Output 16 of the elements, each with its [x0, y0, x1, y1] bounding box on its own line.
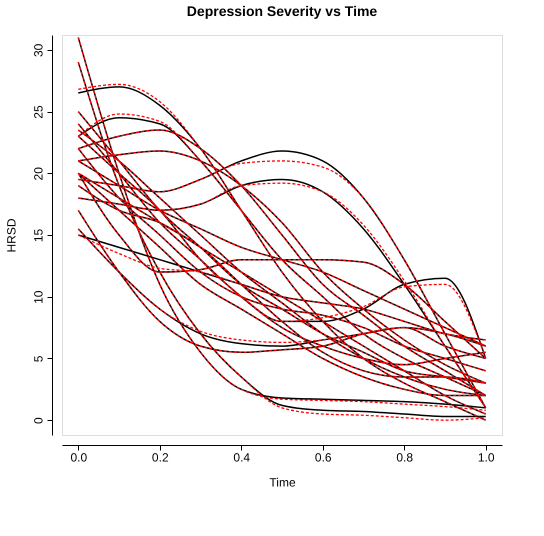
x-tick-label: 0.4	[233, 450, 250, 464]
y-tick-label: 15	[32, 228, 46, 242]
x-tick-label: 0.0	[70, 450, 88, 464]
y-tick-label: 25	[32, 105, 46, 119]
x-tick-label: 0.6	[314, 450, 332, 464]
y-tick-label: 5	[32, 355, 46, 362]
x-tick-label: 0.2	[152, 450, 169, 464]
y-axis-title: HRSD	[4, 218, 18, 253]
y-tick-label: 30	[32, 43, 46, 57]
y-tick-label: 20	[32, 166, 46, 180]
y-tick-label: 10	[32, 290, 46, 304]
x-tick-label: 1.0	[478, 450, 495, 464]
chart-title: Depression Severity vs Time	[186, 3, 378, 19]
y-tick-label: 0	[32, 417, 46, 424]
x-tick-label: 0.8	[396, 450, 414, 464]
x-axis-title: Time	[269, 476, 296, 490]
